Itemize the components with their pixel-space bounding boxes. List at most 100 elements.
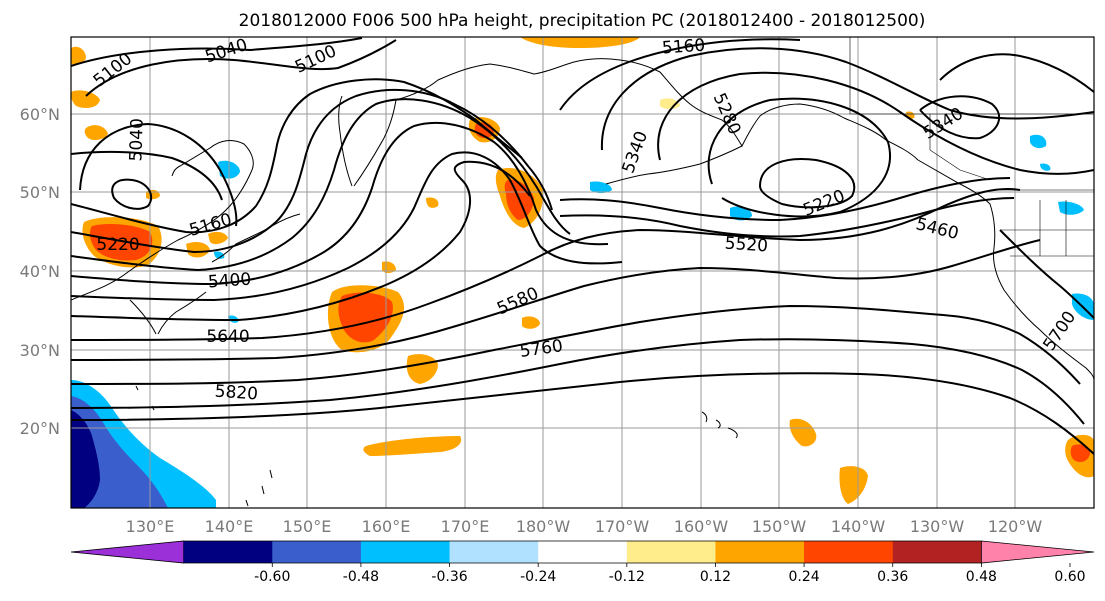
height-contour	[71, 78, 523, 234]
colorbar-tick-label: 0.36	[877, 569, 908, 585]
colorbar-tick-label: 0.24	[789, 569, 820, 585]
height-contours	[71, 37, 1094, 455]
colorbar-swatches	[70, 540, 1095, 567]
colorbar-swatch	[892, 541, 982, 563]
height-contour	[71, 88, 553, 254]
precip-negative-area	[730, 206, 752, 221]
precip-positive-area	[71, 90, 100, 108]
contour-labels: 5100 5040 5100 5160 5040 5220 5160 5400 …	[90, 36, 1081, 405]
longitude-labels: 130°E 140°E 150°E 160°E 170°E 180°W 170°…	[126, 517, 1043, 536]
contour-label: 5640	[206, 327, 249, 347]
colorbar-tick-label: -0.24	[520, 569, 556, 585]
lon-label: 150°E	[283, 517, 332, 536]
precip-negative-area	[1058, 201, 1084, 215]
precip-positive-area	[522, 316, 540, 329]
precip-positive-area	[186, 242, 210, 258]
precip-negative-area	[1030, 134, 1047, 149]
latitude-labels: 60°N 50°N 40°N 30°N 20°N	[20, 105, 60, 438]
height-contour	[111, 178, 153, 210]
colorbar-tick-label: -0.48	[343, 569, 379, 585]
precip-positive-area	[426, 197, 439, 208]
lon-label: 120°W	[988, 517, 1043, 536]
lon-label: 130°W	[910, 517, 965, 536]
asia-coastline	[71, 140, 254, 301]
height-contour	[919, 95, 1001, 140]
height-contour	[71, 160, 531, 322]
na-west-coast	[917, 159, 1094, 381]
lat-label: 40°N	[20, 262, 60, 281]
contour-label: 5040	[126, 118, 147, 162]
height-contour	[85, 39, 397, 97]
colorbar-swatch	[804, 541, 894, 563]
precip-shading	[71, 37, 1094, 508]
colorbar-tick-label: 0.12	[700, 569, 731, 585]
colorbar: -0.60 -0.48 -0.36 -0.24 -0.12 0.12 0.24 …	[70, 540, 1095, 585]
lat-label: 60°N	[20, 105, 60, 124]
aleutian-chain	[605, 145, 743, 185]
height-contour	[559, 197, 1015, 238]
colorbar-extend-max	[980, 540, 1095, 564]
height-contour	[71, 121, 609, 286]
height-contour	[939, 53, 1094, 93]
precip-strong-area	[89, 224, 153, 261]
colorbar-tick-label: -0.60	[254, 569, 290, 585]
precip-strong-area	[338, 292, 393, 343]
height-contour	[758, 158, 856, 209]
alaska-coast	[659, 71, 919, 161]
contour-label: 5400	[207, 270, 252, 293]
map-title: 2018012000 F006 500 hPa height, precipit…	[239, 11, 926, 31]
height-contour	[79, 122, 238, 227]
lon-label: 170°W	[595, 517, 650, 536]
height-contour	[707, 97, 891, 218]
colorbar-swatch	[183, 541, 273, 563]
lon-label: 140°E	[205, 517, 254, 536]
height-contour	[71, 37, 363, 67]
colorbar-outline	[183, 540, 982, 564]
korea-japan-coast	[129, 213, 301, 335]
lat-label: 50°N	[20, 183, 60, 202]
precip-positive-area	[839, 466, 868, 504]
siberia-coast	[395, 58, 661, 101]
height-contour	[999, 229, 1094, 319]
contour-label: 5820	[214, 382, 259, 405]
precip-negative-area	[1040, 163, 1051, 171]
height-contour	[559, 177, 1011, 222]
precip-positive-area	[789, 418, 817, 447]
contour-label: 5160	[661, 36, 706, 59]
lat-label: 20°N	[20, 419, 60, 438]
precip-positive-area	[71, 46, 86, 65]
lon-label: 160°E	[362, 517, 411, 536]
height-contour	[71, 338, 1085, 425]
height-contour	[71, 239, 1041, 361]
precip-positive-area	[84, 125, 108, 141]
contour-label: 5220	[96, 235, 139, 255]
hawaii	[701, 411, 738, 439]
lon-label: 170°E	[441, 517, 490, 536]
map-frame	[70, 36, 1095, 509]
colorbar-swatch	[715, 541, 805, 563]
colorbar-swatch	[626, 541, 716, 563]
colorbar-swatch	[272, 541, 362, 563]
height-contour	[71, 98, 571, 272]
precip-strong-area	[1070, 444, 1090, 462]
precip-positive-area	[208, 231, 228, 245]
height-contour	[71, 304, 1081, 385]
colorbar-tick-label: -0.12	[609, 569, 645, 585]
lon-label: 130°E	[126, 517, 175, 536]
colorbar-swatch	[360, 541, 451, 563]
lat-label: 30°N	[20, 341, 60, 360]
precip-very-negative-area	[71, 410, 100, 508]
lon-label: 180°W	[516, 517, 571, 536]
height-contour	[71, 372, 1094, 455]
precip-negative-area	[214, 251, 225, 259]
lon-label: 140°W	[831, 517, 886, 536]
colorbar-swatch	[538, 541, 628, 563]
precip-positive-area	[520, 37, 640, 48]
height-contour	[559, 38, 801, 111]
colorbar-swatch	[449, 541, 539, 563]
height-contour	[71, 151, 623, 302]
height-contour	[657, 71, 1094, 175]
colorbar-tick-label: 0.48	[966, 569, 997, 585]
precip-positive-area	[363, 436, 462, 456]
